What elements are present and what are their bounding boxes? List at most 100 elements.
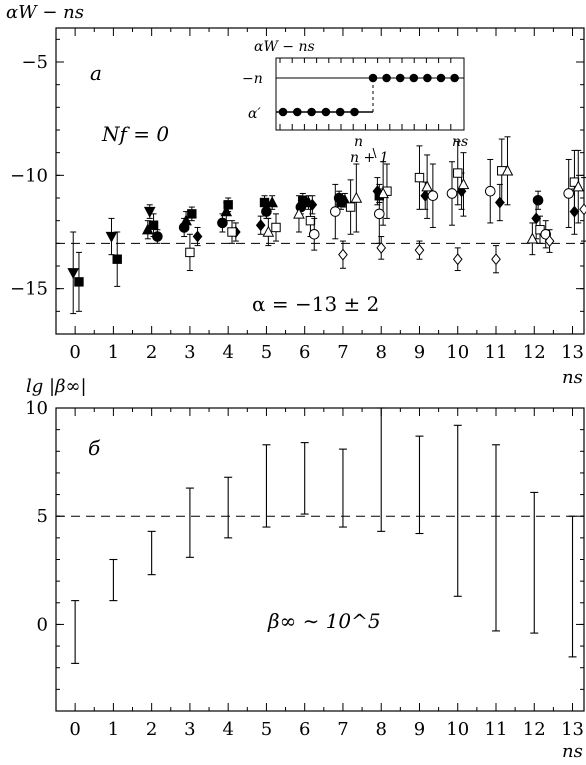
open-triangle-up-marker (350, 191, 363, 203)
inset-x-label-ns: ns (452, 134, 468, 150)
open-square-marker (227, 227, 237, 237)
open-circle-marker (446, 188, 458, 199)
panel-a-xtick-label: 13 (561, 342, 584, 363)
open-triangle-up-marker (501, 164, 514, 176)
open-diamond-marker (452, 253, 463, 266)
open-diamond-marker (579, 203, 586, 216)
inset-low-dot (293, 107, 302, 117)
panel-a-xtick-label: 10 (446, 342, 469, 363)
panel-b-xtick-label: 7 (337, 719, 348, 740)
panel-a-xtick-label: 3 (184, 342, 195, 363)
open-square-marker (185, 247, 195, 258)
inset-frame (275, 57, 465, 131)
panel-a-xtick-label: 12 (523, 342, 546, 363)
panel-a-xlabel: ns (562, 367, 583, 388)
panel-a-xtick-label: 11 (485, 342, 508, 363)
panel-b-ylabel: lg |β∞| (26, 376, 87, 397)
filled-circle-marker (261, 206, 272, 217)
inset-low-dot (278, 107, 288, 117)
panel-a-xtick-label: 7 (337, 342, 348, 363)
panel-a-nf-annotation: Nf = 0 (101, 122, 169, 146)
open-diamond-marker (414, 244, 425, 257)
filled-triangle-up-marker (141, 223, 154, 235)
open-diamond-marker (376, 241, 387, 254)
panel-b-xtick-label: 8 (375, 719, 386, 740)
panel-b-xtick-label: 12 (523, 719, 546, 740)
filled-circle-marker (217, 217, 228, 229)
inset-high-dot (395, 73, 405, 83)
filled-square-marker (74, 277, 84, 287)
panel-a-xtick-label: 2 (146, 342, 157, 363)
inset-high-dot (368, 73, 378, 83)
panel-b-xtick-label: 11 (485, 719, 508, 740)
open-triangle-up-marker (377, 187, 389, 199)
panel-a-xtick-label: 8 (375, 342, 386, 363)
open-square-marker (271, 222, 281, 233)
filled-circle-marker (152, 231, 163, 242)
panel-a-xtick-label: 4 (222, 342, 233, 363)
panel-b-xtick-label: 2 (146, 719, 157, 740)
inset-x-label-n: n (354, 134, 363, 150)
open-diamond-marker (491, 253, 501, 266)
open-diamond-marker (338, 248, 348, 261)
panel-a-ylabel: αW − ns (6, 2, 84, 23)
open-square-marker (345, 202, 356, 212)
inset-high-dot (436, 73, 446, 83)
open-square-marker (414, 172, 425, 183)
open-circle-marker (308, 228, 320, 240)
open-square-marker (453, 168, 463, 178)
panel-b-ytick-label: 0 (37, 614, 48, 635)
panel-b-xtick-label: 3 (184, 719, 195, 740)
panel-b-xtick-label: 0 (69, 719, 80, 740)
chart-marks: 0 1 2 3 4 5 6 7 8 9 10 11 12 13−5−10−150 1 2 3 4 5 6 7 8 9 10 11… (10, 27, 586, 740)
filled-circle-marker (333, 192, 345, 204)
panel-a-ytick-label: −15 (10, 279, 48, 300)
open-square-marker (305, 215, 316, 226)
open-circle-marker (427, 190, 439, 202)
panel-a-xtick-label: 1 (108, 342, 119, 363)
panel-b-xtick-label: 4 (222, 719, 233, 740)
open-diamond-marker (544, 235, 555, 248)
inset-high-dot (450, 73, 459, 83)
panel-b-annotation: β∞ ∼ 10^5 (267, 609, 381, 633)
inset-high-dot (423, 73, 432, 83)
panel-a-xtick-label: 6 (299, 342, 310, 363)
panel-a-label: a (90, 61, 102, 85)
panel-b-xtick-label: 9 (414, 719, 425, 740)
inset-high-dot (409, 73, 419, 83)
inset-high-dot (382, 73, 391, 83)
filled-square-marker (112, 254, 122, 264)
panel-b-ytick-label: 10 (25, 398, 48, 419)
open-circle-marker (563, 188, 574, 199)
open-triangle-up-marker (421, 180, 433, 192)
inset-low-dot (350, 107, 359, 117)
panel-b-xtick-label: 5 (261, 719, 272, 740)
filled-diamond-marker (531, 212, 542, 225)
panel-b-frame (55, 407, 585, 712)
panel-b-xlabel: ns (562, 741, 583, 762)
filled-square-marker (148, 220, 159, 230)
filled-square-marker (187, 209, 197, 219)
panel-a-xtick-label: 5 (261, 342, 272, 363)
inset-low-dot (335, 107, 345, 117)
inset-x-label-n1: n + 1 (350, 150, 389, 166)
inset-low-dot (307, 107, 316, 117)
open-triangle-up-marker (526, 232, 539, 244)
filled-triangle-down-marker (67, 268, 80, 280)
filled-circle-marker (532, 194, 544, 206)
filled-triangle-up-marker (266, 196, 279, 208)
filled-triangle-down-marker (143, 206, 156, 218)
panel-b-xtick-label: 10 (446, 719, 469, 740)
panel-a-xtick-label: 9 (414, 342, 425, 363)
panel-b-xtick-label: 6 (299, 719, 310, 740)
open-circle-marker (330, 206, 341, 217)
panel-a-ytick-label: −10 (10, 165, 48, 186)
panel-a-xtick-label: 0 (69, 342, 80, 363)
inset-y-low-label: α′ (248, 106, 261, 122)
open-circle-marker (374, 208, 385, 220)
inset-n1-pointer (372, 147, 377, 159)
open-triangle-up-marker (457, 178, 470, 190)
inset-y-high-label: −n (242, 71, 263, 87)
panel-b-xtick-label: 1 (108, 719, 119, 740)
filled-circle-marker (178, 222, 190, 233)
